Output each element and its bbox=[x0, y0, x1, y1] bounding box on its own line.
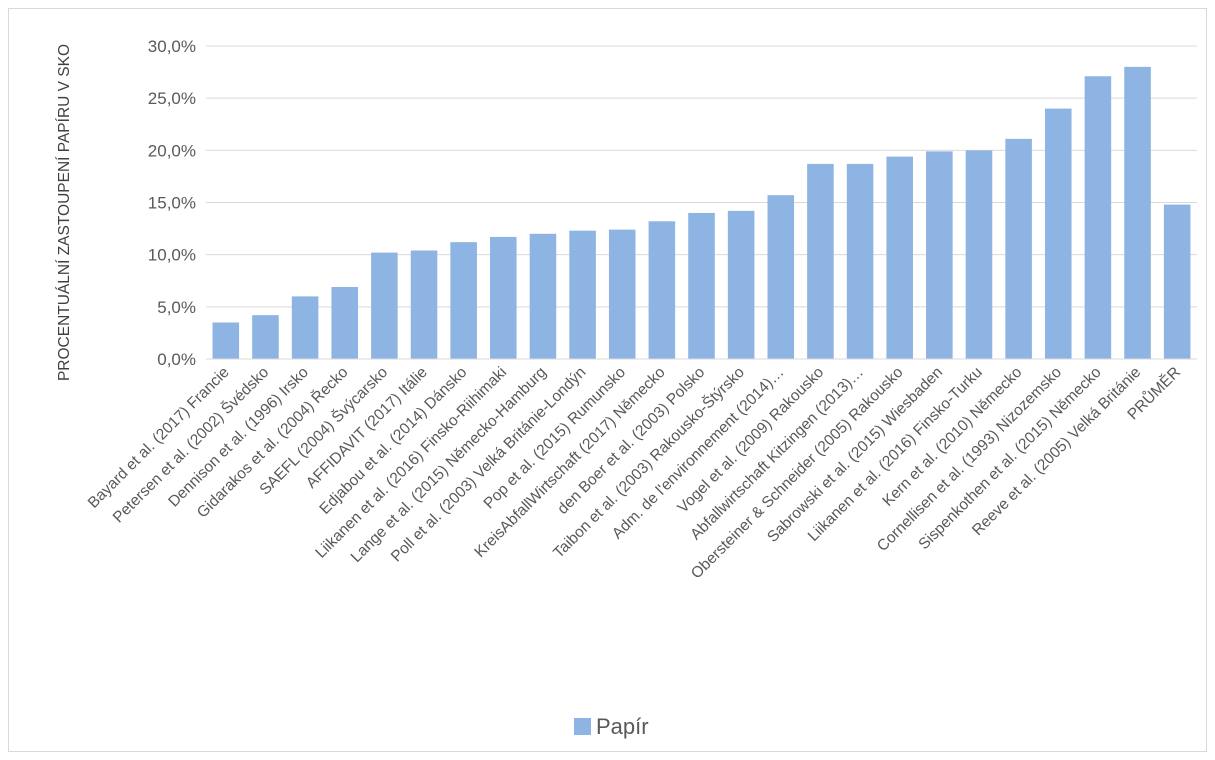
bar bbox=[926, 151, 953, 359]
bar bbox=[727, 210, 755, 359]
legend-swatch bbox=[574, 718, 591, 735]
bar bbox=[569, 230, 596, 359]
y-tick-label: 15,0% bbox=[148, 194, 196, 213]
bar bbox=[1044, 108, 1072, 359]
y-tick-label: 5,0% bbox=[157, 298, 196, 317]
x-category-label: Bayard et al. (2017) Francie bbox=[85, 364, 233, 512]
bar bbox=[490, 236, 517, 359]
x-category-label: Sispenkothen et al. (2015) Německo bbox=[915, 364, 1104, 553]
y-tick-label: 25,0% bbox=[148, 89, 196, 108]
bar bbox=[965, 150, 993, 359]
bar bbox=[1124, 66, 1151, 359]
bar bbox=[807, 163, 834, 359]
bar bbox=[1084, 76, 1112, 360]
y-axis-title: PROCENTUÁLNÍ ZASTOUPENÍ PAPÍRU V SKO bbox=[56, 44, 73, 381]
bar bbox=[291, 296, 319, 359]
bar bbox=[450, 242, 477, 359]
bars bbox=[212, 66, 1191, 360]
bar bbox=[688, 212, 715, 359]
bar bbox=[1163, 204, 1191, 359]
chart-frame: 0,0% 5,0% 10,0% 15,0% 20,0% 25,0% 30,0% Bayard… bbox=[8, 8, 1207, 752]
legend: Papír bbox=[574, 714, 649, 739]
bar bbox=[846, 163, 874, 359]
x-category-label: Petersen et al. (2002) Švédsko bbox=[110, 364, 273, 527]
bar bbox=[410, 250, 438, 359]
y-tick-label: 10,0% bbox=[148, 246, 196, 265]
bar bbox=[886, 156, 913, 359]
bar bbox=[648, 221, 676, 359]
legend-label: Papír bbox=[596, 714, 649, 739]
bar bbox=[608, 229, 636, 359]
bar bbox=[767, 195, 795, 359]
bar bbox=[252, 315, 279, 359]
bar-chart: 0,0% 5,0% 10,0% 15,0% 20,0% 25,0% 30,0% Bayard… bbox=[56, 37, 1197, 739]
bar bbox=[1005, 138, 1032, 359]
bar bbox=[212, 322, 240, 359]
y-tick-label: 20,0% bbox=[148, 141, 196, 160]
y-tick-label: 0,0% bbox=[157, 350, 196, 369]
y-axis-ticks: 0,0% 5,0% 10,0% 15,0% 20,0% 25,0% 30,0% bbox=[148, 37, 196, 369]
y-tick-label: 30,0% bbox=[148, 37, 196, 56]
bar bbox=[529, 233, 557, 359]
bar bbox=[371, 252, 398, 359]
bar bbox=[331, 287, 359, 359]
